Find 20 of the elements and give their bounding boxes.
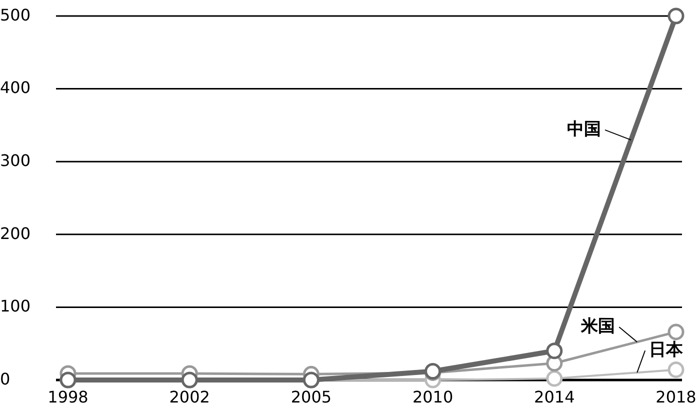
x-tick-label: 2002 (169, 387, 210, 406)
x-tick-label: 1998 (48, 387, 88, 406)
point (668, 8, 684, 24)
y-tick-label: 300 (0, 150, 31, 170)
y-tick-label: 0 (0, 369, 10, 388)
series-label: 日本 (649, 340, 684, 360)
y-tick-label: 200 (0, 224, 31, 243)
point (546, 370, 563, 387)
x-tick-label: 2018 (656, 387, 696, 406)
point (668, 362, 684, 378)
point (668, 324, 684, 340)
x-tick-label: 2014 (534, 387, 575, 406)
y-tick-label: 400 (0, 78, 31, 98)
series-label: 中国 (567, 120, 602, 140)
y-tick-label: 100 (0, 296, 31, 316)
x-tick-label: 2005 (290, 387, 332, 406)
x-tick-label: 2010 (412, 387, 454, 406)
y-tick-label: 500 (0, 5, 31, 24)
point (546, 342, 563, 360)
series-label: 米国 (580, 316, 616, 337)
